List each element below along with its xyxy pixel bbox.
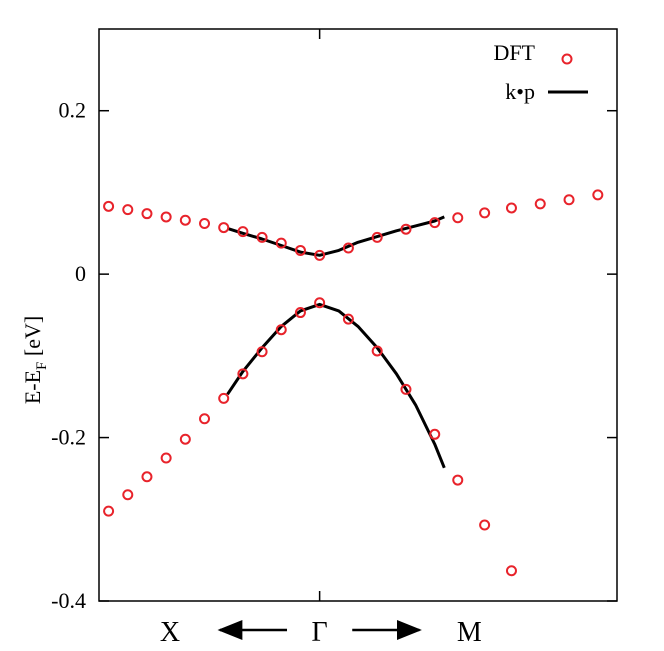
dft-point-0-9 [275, 237, 287, 249]
dft-point-0-5 [199, 217, 211, 229]
dft-point-0-20 [563, 194, 575, 206]
y-axis-label: E-EF [eV] [20, 316, 50, 404]
dft-points [103, 189, 604, 577]
dft-point-1-5 [199, 413, 211, 425]
dft-point-1-18 [505, 565, 517, 577]
kp-band-2 [227, 215, 445, 257]
y-axis-label-unit: [eV] [20, 316, 45, 362]
y-axis-label-subscript: F [34, 362, 50, 370]
dft-point-1-17 [479, 519, 491, 531]
dft-point-0-7 [237, 226, 249, 238]
dft-point-1-0 [103, 505, 115, 517]
dft-point-0-15 [429, 217, 441, 229]
dft-point-1-6 [218, 392, 230, 404]
dft-point-1-14 [400, 383, 412, 395]
x-label-1: Γ [312, 617, 328, 648]
dft-point-1-1 [122, 489, 134, 501]
dft-point-0-17 [479, 207, 491, 219]
legend: DFT k•p [493, 40, 588, 104]
dft-point-1-3 [160, 452, 172, 464]
x-label-2: M [457, 617, 482, 648]
dft-point-0-4 [179, 214, 191, 226]
y-tick-label-1: 0 [75, 261, 86, 286]
dft-point-1-12 [342, 313, 354, 325]
dft-point-1-9 [275, 324, 287, 336]
legend-marker-dft [561, 53, 573, 65]
dft-point-0-19 [534, 198, 546, 210]
dft-point-0-1 [122, 204, 134, 216]
dft-point-1-4 [179, 433, 191, 445]
dft-point-1-11 [314, 297, 326, 309]
kp-band-3 [226, 302, 446, 469]
y-tick-label-3: -0.4 [51, 588, 86, 613]
dft-point-0-6 [218, 222, 230, 234]
dft-point-0-3 [160, 211, 172, 223]
dft-point-1-8 [256, 346, 268, 358]
y-tick-label-0: 0.2 [59, 98, 87, 123]
dft-point-1-2 [141, 471, 153, 483]
dft-point-0-21 [592, 189, 604, 201]
dft-point-0-18 [505, 202, 517, 214]
dft-point-1-7 [237, 368, 249, 380]
dft-point-0-12 [342, 242, 354, 254]
legend-label-dft: DFT [493, 40, 535, 65]
legend-label-kp: k•p [505, 79, 535, 104]
y-axis-label-main: E-E [20, 370, 45, 404]
dft-point-0-13 [371, 231, 383, 243]
dft-point-1-15 [429, 428, 441, 440]
dft-point-0-11 [314, 249, 326, 261]
dft-point-1-10 [294, 307, 306, 319]
dft-point-1-13 [371, 345, 383, 357]
dft-point-0-8 [256, 231, 268, 243]
dft-point-1-16 [452, 474, 464, 486]
dft-point-0-0 [103, 200, 115, 212]
y-axis-label-text: E-EF [eV] [20, 316, 50, 404]
plot-frame [98, 28, 618, 602]
y-tick-label-2: -0.2 [51, 425, 86, 450]
kp-lines [226, 215, 446, 469]
dft-point-0-14 [400, 223, 412, 235]
dft-point-0-16 [452, 212, 464, 224]
dft-point-0-2 [141, 208, 153, 220]
dft-point-0-10 [294, 244, 306, 256]
y-axis-ticks: 0.2 0 -0.2 -0.4 [51, 98, 617, 613]
x-label-0: X [160, 617, 180, 648]
